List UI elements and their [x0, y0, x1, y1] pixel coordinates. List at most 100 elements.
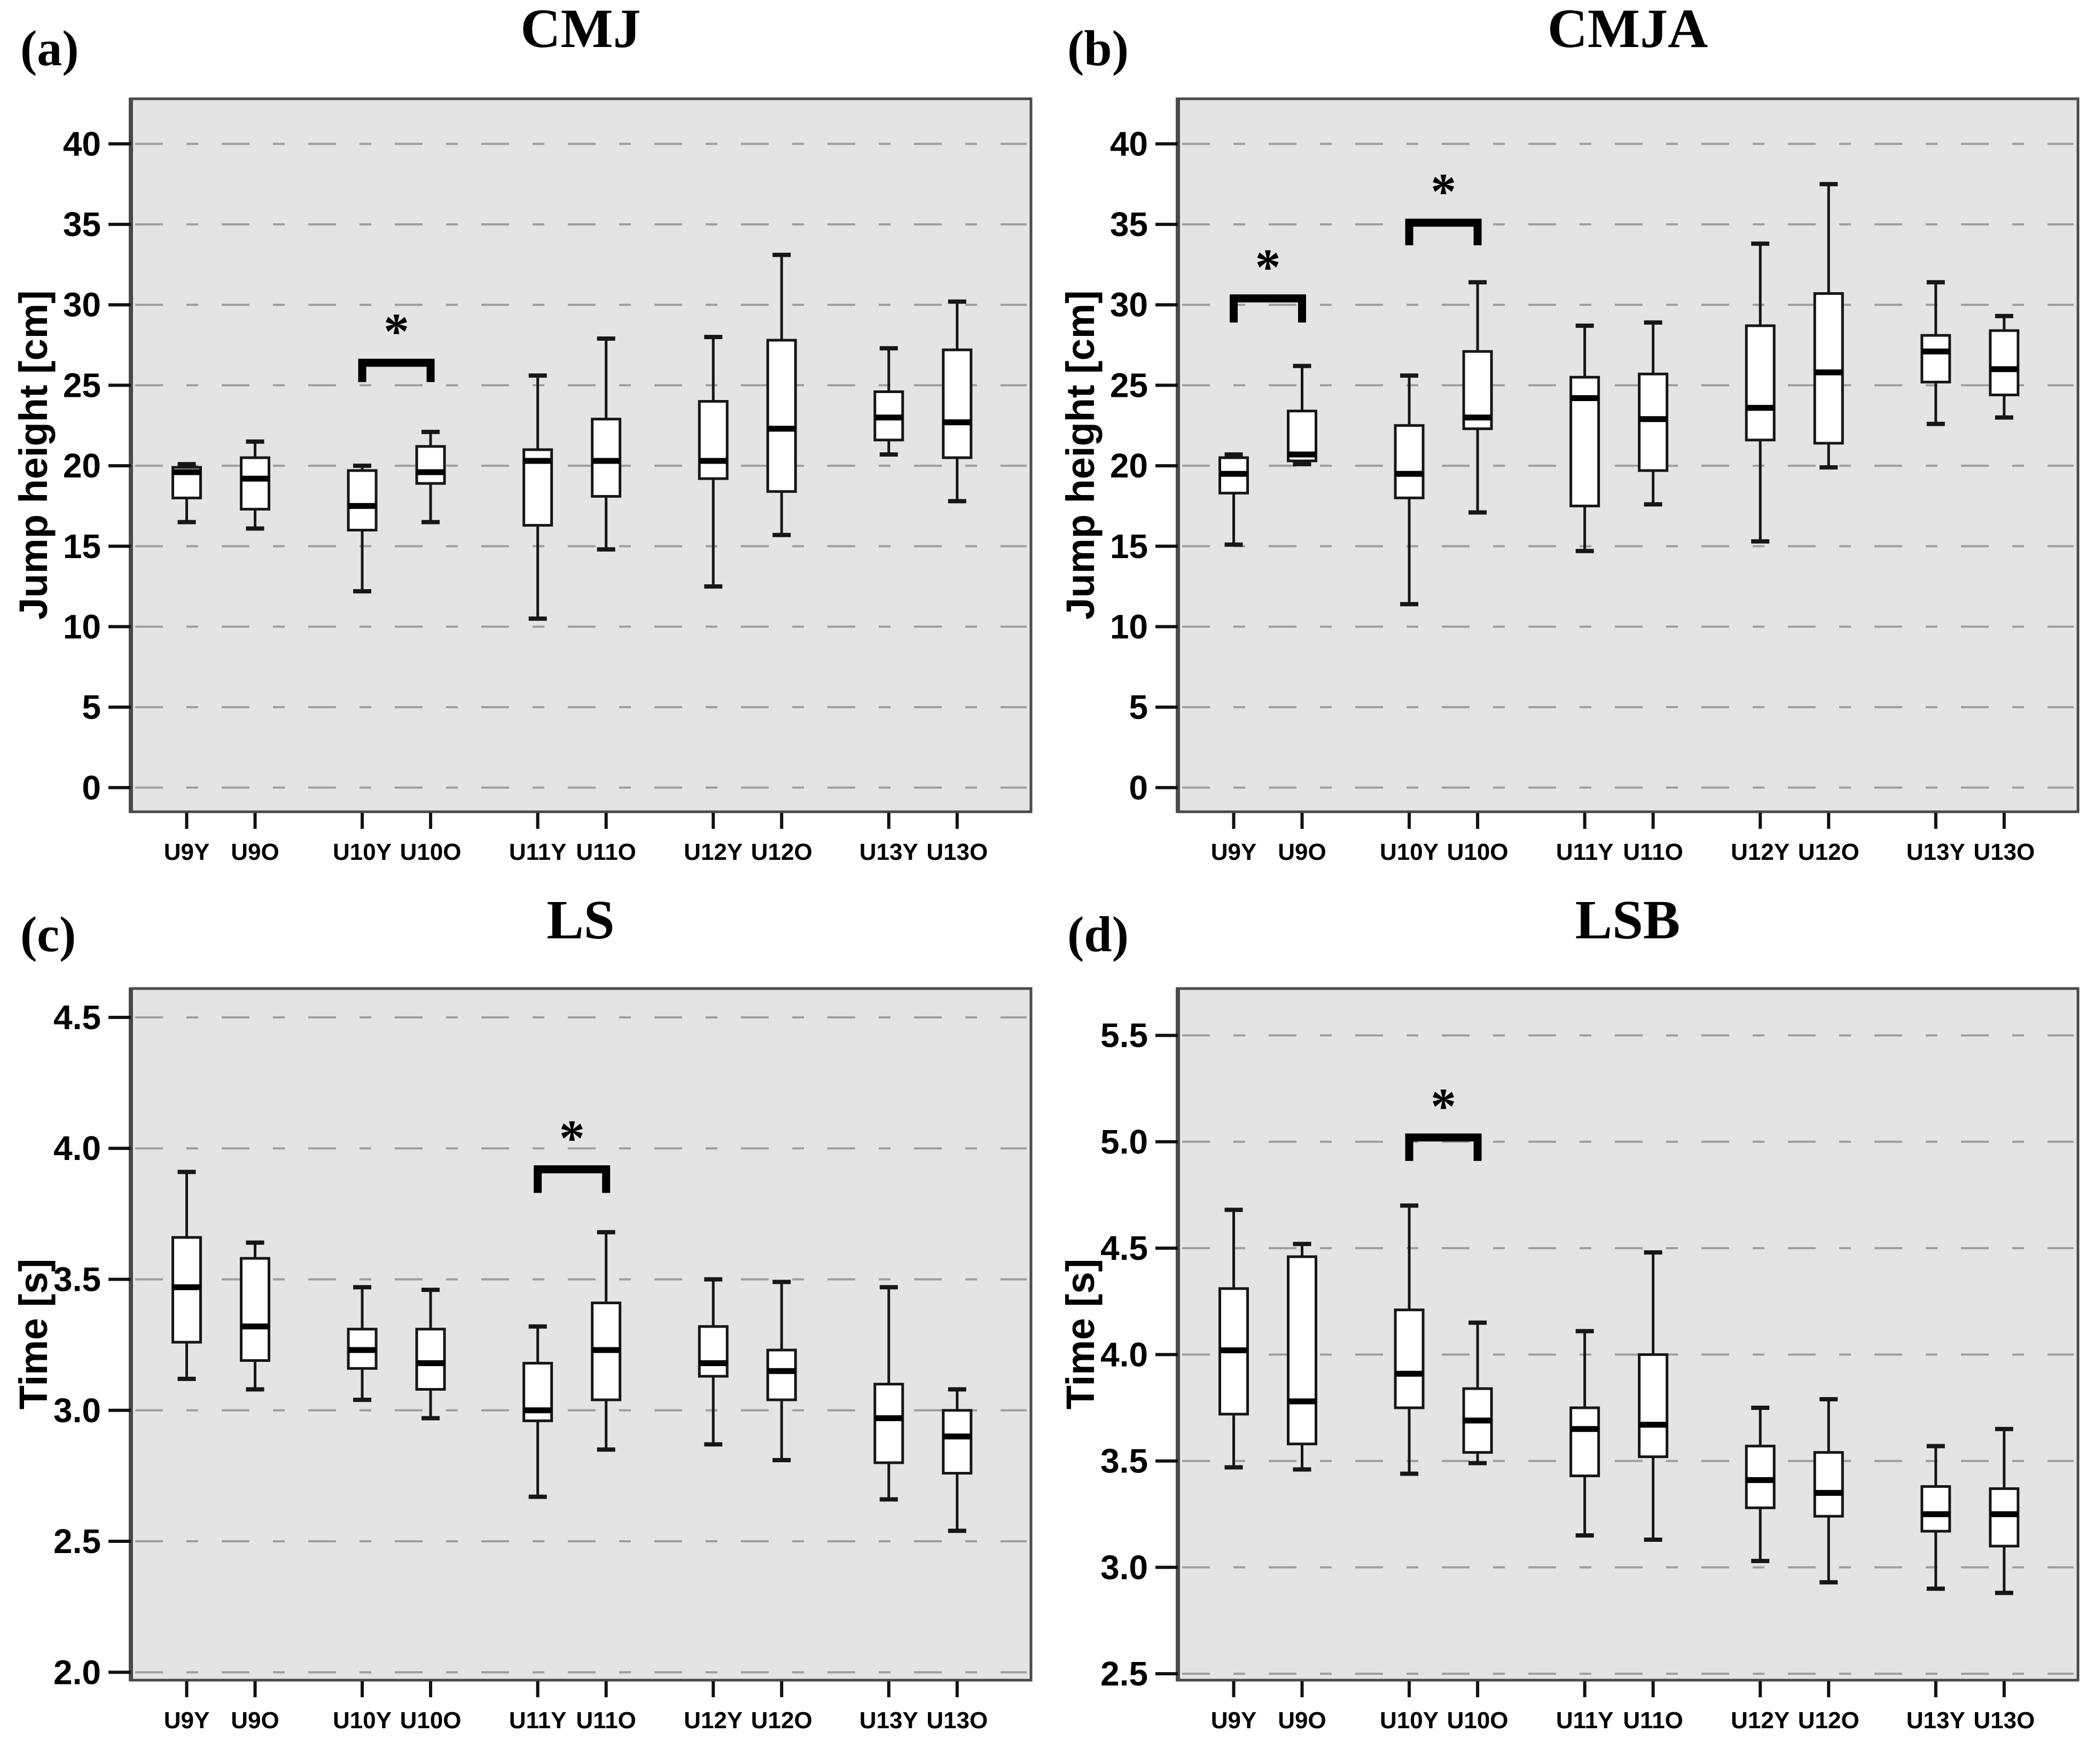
- y-tick-label: 3.0: [53, 1391, 101, 1430]
- iqr-box: [1638, 1353, 1669, 1459]
- x-tick-label: U11Y: [509, 839, 567, 865]
- iqr-box: [873, 1383, 904, 1464]
- y-tick-label: 3.0: [1100, 1548, 1148, 1587]
- y-tick-label: 5.5: [1100, 1016, 1148, 1055]
- x-tick-label: U9O: [231, 839, 279, 865]
- y-tick-label: 35: [63, 205, 101, 244]
- iqr-box: [766, 1349, 797, 1401]
- y-tick-label: 15: [63, 527, 101, 566]
- iqr-box: [698, 400, 729, 480]
- significance-bracket: [1405, 1133, 1482, 1161]
- iqr-box: [1745, 1445, 1776, 1509]
- panel-title: LS: [546, 889, 614, 951]
- x-tick-label: U12Y: [1731, 839, 1790, 865]
- x-tick-label: U13O: [926, 839, 988, 865]
- y-tick-label: 2.5: [53, 1522, 101, 1561]
- y-tick-label: 4.0: [53, 1129, 101, 1167]
- x-tick-label: U10Y: [1380, 839, 1439, 865]
- iqr-box: [1394, 424, 1425, 499]
- x-tick-label: U13Y: [1907, 1707, 1965, 1734]
- panel-letter: (d): [1067, 907, 1129, 962]
- plot-layer-a: 0 5 10 15 20 25 30 35 40 U9Y U9O U10Y U10O U11Y U11O U1…: [63, 97, 1033, 865]
- significance-bracket: [358, 358, 435, 382]
- x-tick-label: U13O: [1973, 1707, 2035, 1734]
- x-tick-label: U10O: [1447, 839, 1509, 865]
- x-tick-label: U10O: [400, 1707, 462, 1734]
- x-tick-label: U9Y: [164, 839, 210, 865]
- y-tick-label: 20: [63, 446, 101, 485]
- plot-background: [1178, 99, 2078, 812]
- x-tick-label: U12Y: [1731, 1707, 1790, 1734]
- significance-star: *: [384, 303, 409, 360]
- y-axis-label: Time [s]: [11, 1259, 56, 1409]
- iqr-box: [240, 456, 270, 511]
- x-tick-label: U11O: [576, 1707, 636, 1734]
- iqr-box: [766, 339, 797, 493]
- x-tick-label: U10Y: [1380, 1707, 1439, 1734]
- significance-bracket: [534, 1165, 611, 1193]
- y-tick-label: 15: [1110, 527, 1148, 566]
- boxplot-chart-c: (c) LS Time [s] 2.0 2.5 3.0 3.5 4.0 4.5 U9Y U9O…: [11, 889, 1033, 1734]
- panel-title: CMJA: [1548, 0, 1708, 59]
- x-tick-label: U9Y: [164, 1707, 210, 1734]
- iqr-box: [942, 1409, 973, 1475]
- y-tick-label: 30: [1110, 286, 1148, 324]
- plot-layer-d: 2.5 3.0 3.5 4.0 4.5 5.0 5.5 U9Y U9O U10Y U10O U11Y U…: [1100, 987, 2080, 1734]
- x-tick-label: U12Y: [684, 1707, 743, 1734]
- x-tick-label: U11Y: [509, 1707, 567, 1734]
- x-tick-label: U10Y: [333, 1707, 392, 1734]
- plot-layer-c: 2.0 2.5 3.0 3.5 4.0 4.5 U9Y U9O U10Y U10O U11Y U11O…: [53, 987, 1033, 1734]
- iqr-box: [1745, 324, 1776, 442]
- x-tick-label: U13O: [926, 1707, 988, 1734]
- y-tick-label: 2.0: [53, 1653, 101, 1691]
- iqr-box: [1569, 1406, 1600, 1477]
- y-tick-label: 0: [82, 769, 101, 807]
- y-tick-label: 10: [63, 607, 101, 646]
- iqr-box: [1813, 1451, 1844, 1518]
- significance-star: *: [1431, 163, 1456, 220]
- y-tick-label: 4.5: [1100, 1229, 1148, 1267]
- iqr-box: [698, 1325, 729, 1378]
- iqr-box: [1638, 372, 1669, 472]
- panel-title: CMJ: [520, 0, 640, 59]
- significance-star: *: [1255, 239, 1281, 296]
- x-tick-label: U9O: [1278, 1707, 1326, 1734]
- y-tick-label: 10: [1110, 607, 1148, 646]
- iqr-box: [240, 1257, 270, 1362]
- x-tick-label: U11O: [1623, 1707, 1683, 1734]
- iqr-box: [1813, 292, 1844, 445]
- boxplot-chart-a: (a) CMJ Jump height [cm] 0 5 10 15 20 25 30 35 4…: [11, 0, 1033, 865]
- iqr-box: [1287, 1255, 1317, 1446]
- y-tick-label: 4.5: [53, 998, 101, 1037]
- iqr-box: [1989, 1487, 2020, 1548]
- x-tick-label: U12O: [1798, 839, 1859, 865]
- iqr-box: [1989, 329, 2020, 396]
- y-tick-label: 25: [1110, 366, 1148, 404]
- y-tick-label: 3.5: [53, 1260, 101, 1299]
- y-tick-label: 5: [82, 688, 101, 726]
- x-tick-label: U9Y: [1211, 839, 1257, 865]
- y-tick-label: 0: [1129, 769, 1148, 807]
- x-tick-label: U13Y: [860, 1707, 918, 1734]
- y-tick-label: 4.0: [1100, 1335, 1148, 1374]
- plot-layer-b: 0 5 10 15 20 25 30 35 40 U9Y U9O U10Y U10O U11Y U11O U1…: [1110, 97, 2080, 865]
- boxplot-chart-b: (b) CMJA Jump height [cm] 0 5 10 15 20 25 30 35…: [1058, 0, 2080, 865]
- x-tick-label: U12O: [751, 839, 812, 865]
- y-tick-label: 25: [63, 366, 101, 404]
- y-tick-label: 35: [1110, 205, 1148, 244]
- significance-star: *: [1431, 1078, 1456, 1135]
- x-tick-label: U12Y: [684, 839, 743, 865]
- y-tick-label: 5.0: [1100, 1123, 1148, 1161]
- plot-background: [1178, 989, 2078, 1680]
- x-tick-label: U11Y: [1556, 839, 1614, 865]
- significance-bracket: [1405, 218, 1482, 246]
- panel-letter: (b): [1067, 21, 1129, 76]
- y-axis-label: Time [s]: [1058, 1259, 1103, 1409]
- x-tick-label: U13Y: [1907, 839, 1965, 865]
- boxplot-chart-d: (d) LSB Time [s] 2.5 3.0 3.5 4.0 4.5 5.0 5.5 U9…: [1058, 889, 2080, 1734]
- x-tick-label: U13Y: [860, 839, 918, 865]
- iqr-box: [415, 445, 446, 485]
- panel-a: (a) CMJ Jump height [cm] 0 5 10 15 20 25 30 35 4…: [0, 0, 1047, 882]
- x-tick-label: U10O: [400, 839, 462, 865]
